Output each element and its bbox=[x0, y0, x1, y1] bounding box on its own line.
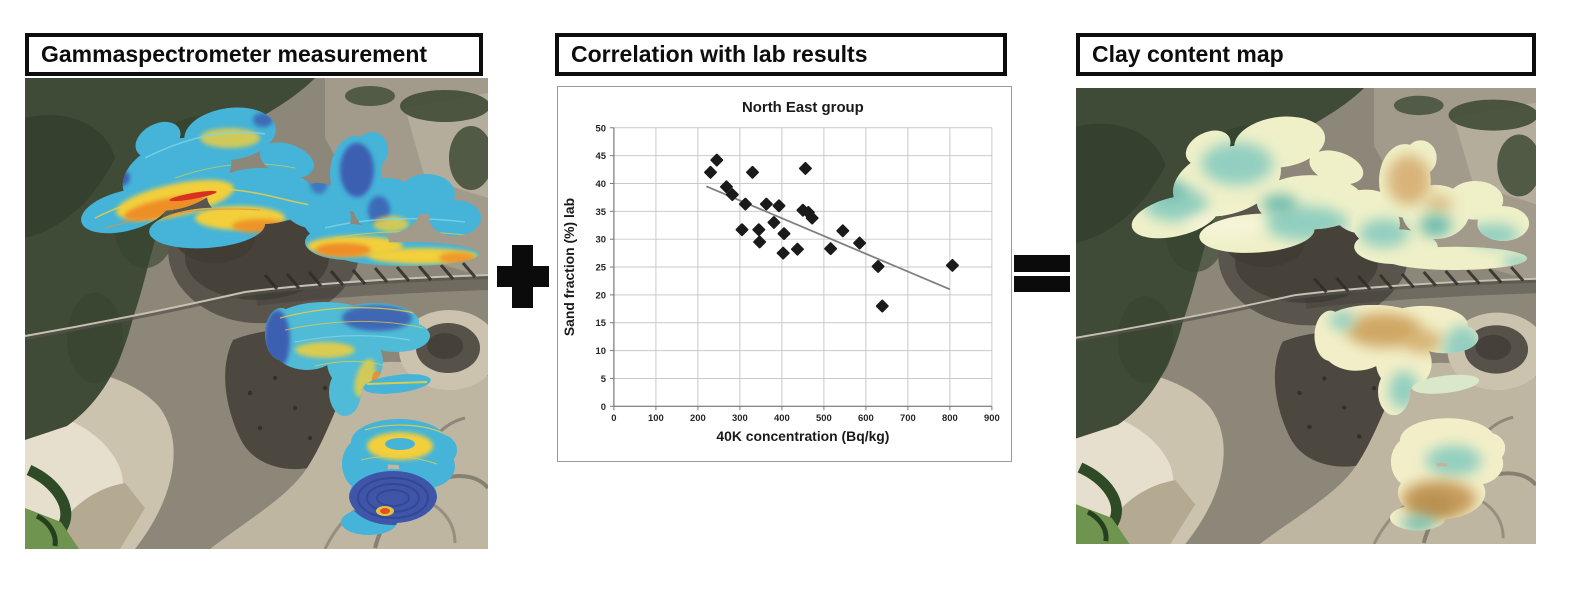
x-axis-label: 40K concentration (Bq/kg) bbox=[716, 428, 889, 444]
y-tick-label: 25 bbox=[595, 263, 606, 274]
y-tick-label: 0 bbox=[601, 402, 606, 413]
data-point bbox=[710, 153, 724, 167]
panel-title-box-correlation: Correlation with lab results bbox=[555, 33, 1007, 76]
gamma-map-svg bbox=[25, 78, 488, 549]
data-point bbox=[767, 216, 781, 229]
y-tick-label: 40 bbox=[595, 179, 606, 190]
panel-title-gammaspectrometer: Gammaspectrometer measurement bbox=[41, 41, 428, 67]
panel-title-box-clay-map: Clay content map bbox=[1076, 33, 1536, 76]
x-tick-label: 900 bbox=[984, 413, 1000, 424]
chart-title: North East group bbox=[742, 99, 864, 116]
data-point bbox=[805, 211, 819, 225]
y-tick-label: 10 bbox=[595, 346, 606, 357]
x-tick-label: 0 bbox=[611, 413, 616, 424]
y-tick-label: 50 bbox=[595, 123, 606, 134]
data-point bbox=[871, 260, 885, 273]
y-tick-label: 20 bbox=[595, 290, 606, 301]
y-tick-label: 45 bbox=[595, 151, 606, 162]
panel-title-clay-map: Clay content map bbox=[1092, 41, 1284, 67]
y-axis-label: Sand fraction (%) lab bbox=[561, 198, 577, 336]
data-point bbox=[752, 223, 766, 237]
equals-top-bar bbox=[1014, 255, 1070, 272]
scatter-chart: North East group 0 100 200 300 400 500 600 700 80… bbox=[557, 86, 1012, 462]
y-tick-label: 15 bbox=[595, 318, 606, 329]
data-point bbox=[746, 165, 759, 179]
x-tick-label: 300 bbox=[732, 413, 748, 424]
gammaspectrometer-map-image bbox=[25, 78, 488, 549]
y-tick-label: 30 bbox=[595, 235, 606, 246]
x-tick-label: 800 bbox=[942, 413, 958, 424]
data-point bbox=[738, 197, 752, 211]
clay-map-svg bbox=[1076, 88, 1536, 544]
x-tick-label: 200 bbox=[690, 413, 706, 424]
data-point bbox=[753, 235, 767, 249]
data-point bbox=[704, 165, 717, 179]
plus-operator bbox=[497, 245, 549, 308]
data-point bbox=[720, 180, 733, 194]
data-point bbox=[798, 161, 812, 175]
plus-horizontal-bar bbox=[497, 266, 549, 287]
data-point bbox=[790, 242, 804, 256]
equals-operator bbox=[1014, 255, 1070, 292]
x-tick-label: 600 bbox=[858, 413, 874, 424]
x-tick-label: 500 bbox=[816, 413, 832, 424]
data-point bbox=[824, 242, 838, 256]
data-point bbox=[772, 199, 786, 213]
data-point bbox=[853, 236, 867, 250]
panel-title-box-gammaspectrometer: Gammaspectrometer measurement bbox=[25, 33, 483, 76]
data-point bbox=[725, 188, 739, 202]
x-tick-label: 400 bbox=[774, 413, 790, 424]
data-point bbox=[759, 197, 773, 211]
data-point bbox=[776, 246, 790, 260]
panel-title-correlation: Correlation with lab results bbox=[571, 41, 868, 67]
y-tick-label: 5 bbox=[601, 374, 606, 385]
data-point bbox=[735, 223, 749, 237]
data-point bbox=[945, 258, 959, 272]
clay-content-map-image bbox=[1076, 88, 1536, 544]
x-tick-label: 100 bbox=[648, 413, 664, 424]
x-tick-label: 700 bbox=[900, 413, 916, 424]
data-point bbox=[836, 224, 850, 238]
data-point bbox=[875, 299, 889, 313]
equals-bottom-bar bbox=[1014, 276, 1070, 292]
data-point bbox=[777, 227, 791, 241]
y-tick-label: 35 bbox=[595, 207, 606, 218]
